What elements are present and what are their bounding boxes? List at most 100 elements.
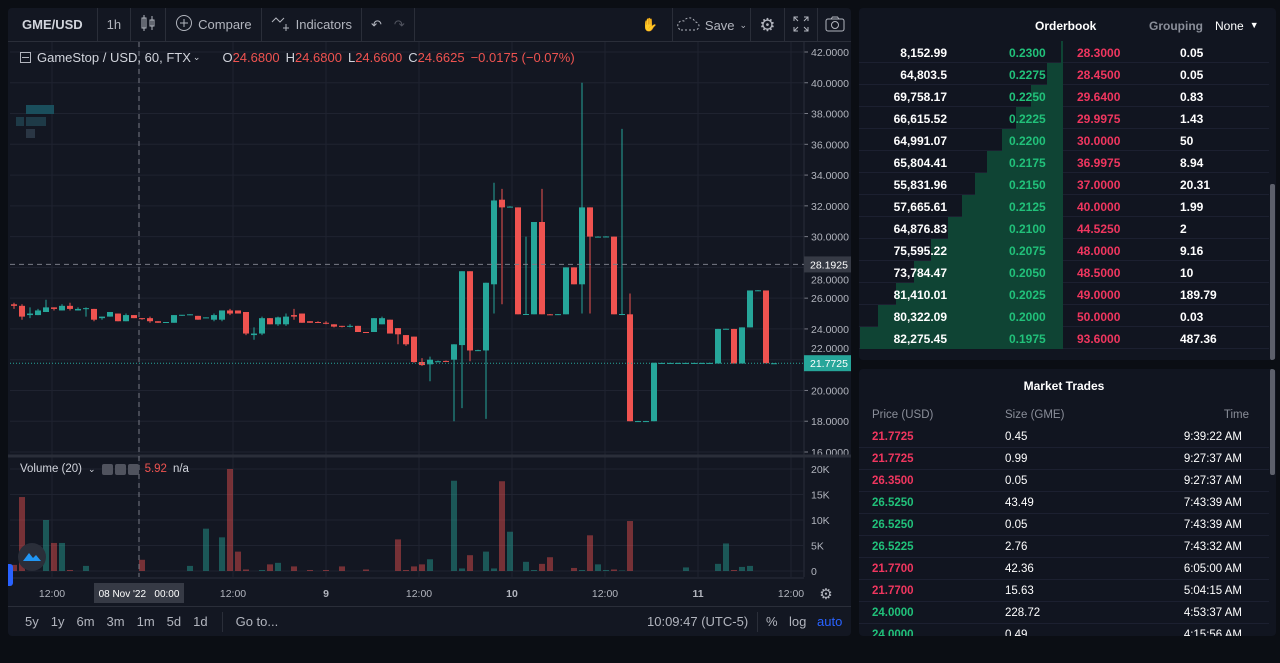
time-label: 9 <box>323 588 329 600</box>
eye-icon[interactable] <box>101 463 113 475</box>
volume-bar <box>739 566 745 571</box>
trade-time: 7:43:39 AM <box>1183 497 1242 509</box>
volume-tick-label: 20K <box>811 464 830 476</box>
auto-toggle[interactable]: auto <box>817 614 843 629</box>
orderbook-row[interactable]: 69,758.17 0.2250 29.6400 0.83 <box>859 85 1269 107</box>
range-5d[interactable]: 5d <box>166 614 182 629</box>
candle-body <box>731 328 737 364</box>
hand-icon[interactable]: ✋ <box>641 17 659 32</box>
header-price: Price (USD) <box>872 409 934 421</box>
volume-bar <box>683 567 689 571</box>
settings-button[interactable]: ⚙ <box>750 8 784 42</box>
bid-size: 75,595.22 <box>893 244 947 258</box>
compare-button[interactable]: Compare <box>166 8 262 42</box>
ask-size: 0.05 <box>1180 68 1204 82</box>
orderbook-row[interactable]: 73,784.47 0.2050 48.5000 10 <box>859 261 1269 283</box>
volume-bar <box>747 565 753 571</box>
volume-title[interactable]: Volume (20) <box>20 463 83 475</box>
bid-price: 0.2300 <box>1009 46 1046 60</box>
redo-icon[interactable]: ↷ <box>393 16 405 32</box>
orderbook-row[interactable]: 64,803.5 0.2275 28.4500 0.05 <box>859 63 1269 85</box>
crosshair-time-badge <box>94 583 184 603</box>
tradingview-logo-button[interactable] <box>18 543 46 571</box>
volume-bar <box>571 567 577 571</box>
orderbook-row[interactable]: 81,410.01 0.2025 49.0000 189.79 <box>859 283 1269 305</box>
orderbook-row[interactable]: 57,665.61 0.2125 40.0000 1.99 <box>859 195 1269 217</box>
candle-body <box>747 290 753 328</box>
fullscreen-button[interactable] <box>784 8 817 42</box>
screenshot-button[interactable] <box>817 8 851 42</box>
interval-button[interactable]: 1h <box>98 8 132 42</box>
trade-size: 228.72 <box>1005 607 1041 619</box>
candle-body <box>411 336 417 362</box>
orderbook-row[interactable]: 55,831.96 0.2150 37.0000 20.31 <box>859 173 1269 195</box>
close-icon[interactable] <box>127 463 139 475</box>
range-1m[interactable]: 1m <box>136 614 155 629</box>
bid-size: 81,410.01 <box>893 288 947 302</box>
grouping-value: None <box>1215 19 1244 33</box>
orderbook-scrollbar[interactable] <box>1270 184 1275 360</box>
time-label: 11 <box>692 588 703 600</box>
orderbook-row[interactable]: 82,275.45 0.1975 93.6000 487.36 <box>859 327 1269 349</box>
orderbook-row[interactable]: 65,804.41 0.2175 36.9975 8.94 <box>859 151 1269 173</box>
orderbook-row[interactable]: 64,876.83 0.2100 44.5250 2 <box>859 217 1269 239</box>
candle-body <box>491 200 497 285</box>
candle-body <box>291 315 297 317</box>
indicators-button[interactable]: Indicators <box>262 8 362 42</box>
market-trades-scrollbar[interactable] <box>1270 369 1275 475</box>
bid-size: 64,876.83 <box>893 222 947 236</box>
range-3m[interactable]: 3m <box>106 614 125 629</box>
volume-bar <box>227 469 233 571</box>
bid-price: 0.2100 <box>1009 222 1046 236</box>
change-value: −0.0175 (−0.07%) <box>470 50 575 65</box>
orderbook-row[interactable]: 64,991.07 0.2200 30.0000 50 <box>859 129 1269 151</box>
bid-size: 73,784.47 <box>893 266 947 280</box>
save-button[interactable]: Save ⌄ <box>672 8 750 42</box>
range-6m[interactable]: 6m <box>76 614 95 629</box>
bid-depth-bar <box>1046 63 1063 85</box>
grouping-select[interactable]: None ▼ <box>1215 19 1259 33</box>
bid-depth-bar <box>1061 41 1063 63</box>
goto-button[interactable]: Go to... <box>235 614 279 629</box>
range-1y[interactable]: 1y <box>50 614 65 629</box>
undo-icon[interactable]: ↶ <box>370 16 382 32</box>
volume-bar <box>323 569 329 571</box>
collapse-icon[interactable] <box>20 52 31 63</box>
candle-body <box>523 314 529 315</box>
price-chart[interactable]: 42.0000 40.0000 38.0000 36.0000 34.0000 32.00… <box>8 42 851 606</box>
percent-toggle[interactable]: % <box>766 614 778 629</box>
candle-body <box>547 314 553 316</box>
plus-circle-icon <box>175 14 193 35</box>
price-tick-label: 22.0000 <box>811 343 849 355</box>
trade-size: 0.99 <box>1005 453 1028 465</box>
symbol-button[interactable]: GME/USD <box>8 8 98 42</box>
clock-time[interactable]: 10:09:47 (UTC-5) <box>647 614 749 629</box>
candle-body <box>539 222 545 315</box>
orderbook-row[interactable]: 66,615.52 0.2225 29.9975 1.43 <box>859 107 1269 129</box>
volume-bar <box>363 569 369 571</box>
volume-bar <box>427 559 433 571</box>
candle-body <box>427 359 433 365</box>
trade-time: 9:39:22 AM <box>1183 431 1242 443</box>
chart-type-button[interactable] <box>131 8 167 42</box>
range-5y[interactable]: 5y <box>25 614 39 629</box>
sidebar-toggle[interactable] <box>8 564 13 586</box>
candle-body <box>315 322 321 323</box>
orderbook-row[interactable]: 8,152.99 0.2300 28.3000 0.05 <box>859 41 1269 63</box>
bid-depth-bar <box>962 195 1063 217</box>
candle-body <box>659 362 665 364</box>
gear-icon[interactable] <box>114 463 126 475</box>
gear-icon[interactable]: ⚙ <box>819 586 832 603</box>
save-label: Save <box>704 17 735 33</box>
bid-price: 0.2200 <box>1009 134 1046 148</box>
close-label: C <box>408 50 418 65</box>
trade-size: 42.36 <box>1005 563 1034 575</box>
orderbook-row[interactable]: 75,595.22 0.2075 48.0000 9.16 <box>859 239 1269 261</box>
series-title[interactable]: GameStop / USD, 60, FTX <box>37 50 191 65</box>
volume-bar <box>187 565 193 571</box>
log-toggle[interactable]: log <box>789 614 807 629</box>
range-1d[interactable]: 1d <box>193 614 208 629</box>
trade-row: 26.5250 0.05 7:43:39 AM <box>859 514 1269 536</box>
orderbook-row[interactable]: 80,322.09 0.2000 50.0000 0.03 <box>859 305 1269 327</box>
trade-row: 26.3500 0.05 9:27:37 AM <box>859 470 1269 492</box>
